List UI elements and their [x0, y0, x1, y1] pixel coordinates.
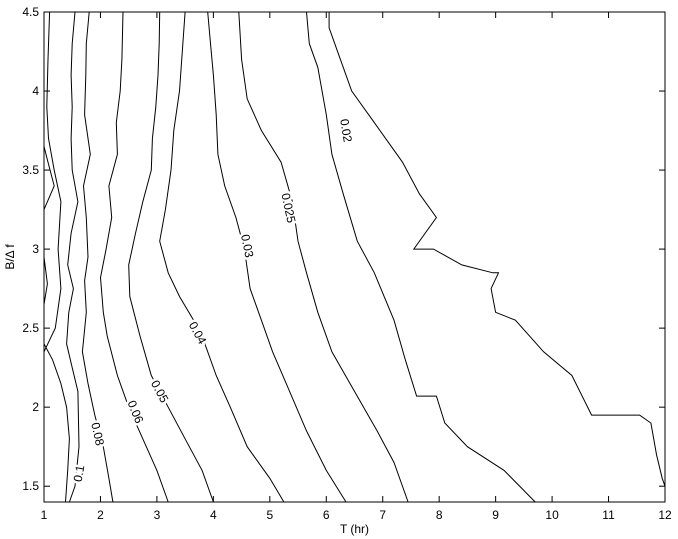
contour-level-label: 0.025	[278, 192, 298, 225]
contour-level-label: 0.03	[238, 233, 256, 259]
x-tick-label: 12	[658, 508, 672, 522]
contour-line	[43, 343, 70, 503]
x-tick-label: 3	[154, 508, 161, 522]
contour-line	[238, 11, 409, 503]
x-tick-label: 2	[97, 508, 104, 522]
contour-line	[159, 11, 285, 503]
x-tick-label: 10	[545, 508, 559, 522]
y-tick-label: 2	[32, 400, 39, 414]
x-tick-label: 11	[602, 508, 615, 522]
contour-level-label: 0.08	[88, 421, 107, 447]
y-tick-label: 1.5	[22, 479, 39, 493]
y-axis-label: B/Δ f	[3, 244, 17, 270]
y-tick-label: 4	[32, 84, 39, 98]
contour-level-label: 0.04	[186, 319, 210, 346]
x-axis-label: T (hr)	[340, 522, 369, 536]
contour-level-label: 0.02	[337, 118, 355, 144]
x-tick-label: 6	[323, 508, 330, 522]
y-tick-label: 3	[32, 242, 39, 256]
contour-line	[43, 146, 55, 210]
x-tick-label: 8	[436, 508, 443, 522]
y-tick-label: 3.5	[22, 163, 39, 177]
contour-line	[207, 11, 347, 503]
contour-line	[81, 11, 114, 503]
y-axis-ticks: 1.5 2 2.5 3 3.5 4 4.5	[22, 5, 665, 493]
contour-line	[43, 256, 48, 305]
x-axis-ticks: 1 2 3 4 5 6 7 8 9 10 11 12	[41, 12, 672, 522]
contour-level-label: 0.05	[148, 378, 172, 405]
contour-lines	[43, 11, 666, 503]
contour-line	[99, 11, 169, 503]
x-tick-label: 4	[210, 508, 217, 522]
plot-frame	[43, 11, 666, 503]
x-tick-label: 5	[266, 508, 273, 522]
contour-labels: 0.10.08 0.060.05 0.04 0.03 0.025 0.02	[68, 115, 357, 485]
y-tick-label: 4.5	[22, 5, 39, 19]
contour-line	[43, 11, 62, 353]
x-tick-label: 9	[492, 508, 499, 522]
x-tick-label: 7	[379, 508, 386, 522]
contour-line	[328, 12, 666, 487]
contour-line	[66, 11, 80, 503]
contour-level-label: 0.06	[125, 398, 147, 425]
y-tick-label: 2.5	[22, 321, 39, 335]
contour-level-label: 0.1	[71, 464, 88, 483]
x-tick-label: 1	[41, 508, 48, 522]
contour-line	[128, 11, 214, 503]
contour-line	[306, 11, 536, 503]
